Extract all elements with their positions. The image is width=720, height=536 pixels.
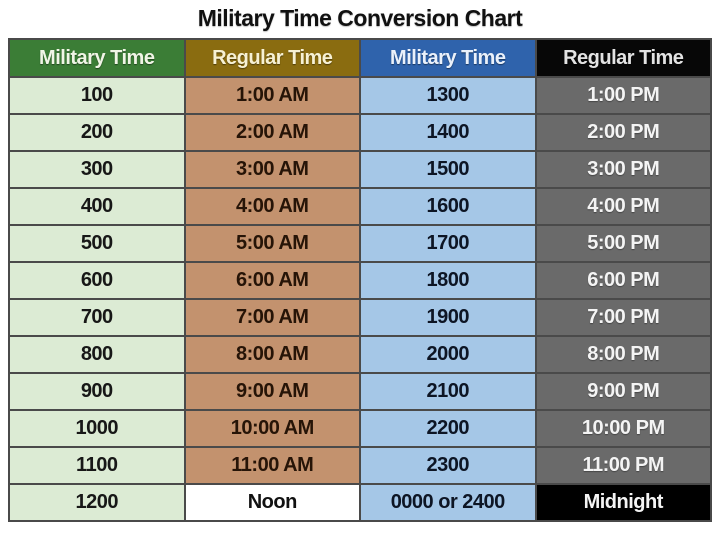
table-header: Military Time Regular Time Military Time… [8,38,712,78]
military-time-am-cell: 900 [8,372,186,411]
military-time-pm-cell: 0000 or 2400 [359,483,537,522]
regular-time-pm-cell: 9:00 PM [534,372,712,411]
table-row: 400 4:00 AM 1600 4:00 PM [8,187,712,226]
military-time-am-cell: 600 [8,261,186,300]
midnight-cell: Midnight [534,483,712,522]
header-military-time-pm: Military Time [359,38,537,78]
military-time-pm-cell: 2200 [359,409,537,448]
regular-time-am-cell: 9:00 AM [183,372,361,411]
regular-time-pm-cell: 7:00 PM [534,298,712,337]
military-time-pm-cell: 1500 [359,150,537,189]
military-time-am-cell: 1200 [8,483,186,522]
table-row: 1000 10:00 AM 2200 10:00 PM [8,409,712,448]
military-time-am-cell: 1100 [8,446,186,485]
regular-time-pm-cell: 2:00 PM [534,113,712,152]
regular-time-pm-cell: 10:00 PM [534,409,712,448]
regular-time-pm-cell: 6:00 PM [534,261,712,300]
regular-time-am-cell: 10:00 AM [183,409,361,448]
regular-time-am-cell: 7:00 AM [183,298,361,337]
table-row: 200 2:00 AM 1400 2:00 PM [8,113,712,152]
conversion-table: Military Time Regular Time Military Time… [8,38,712,522]
regular-time-am-cell: 4:00 AM [183,187,361,226]
military-time-pm-cell: 2300 [359,446,537,485]
military-time-am-cell: 700 [8,298,186,337]
table-row: 700 7:00 AM 1900 7:00 PM [8,298,712,337]
table-body: 100 1:00 AM 1300 1:00 PM 200 2:00 AM 140… [8,76,712,522]
regular-time-pm-cell: 3:00 PM [534,150,712,189]
table-row: 900 9:00 AM 2100 9:00 PM [8,372,712,411]
military-time-am-cell: 100 [8,76,186,115]
military-time-pm-cell: 1400 [359,113,537,152]
header-regular-time-am: Regular Time [183,38,361,78]
military-time-pm-cell: 2000 [359,335,537,374]
regular-time-am-cell: 11:00 AM [183,446,361,485]
table-row: 800 8:00 AM 2000 8:00 PM [8,335,712,374]
military-time-am-cell: 800 [8,335,186,374]
regular-time-am-cell: 2:00 AM [183,113,361,152]
regular-time-am-cell: 1:00 AM [183,76,361,115]
table-row: 100 1:00 AM 1300 1:00 PM [8,76,712,115]
regular-time-am-cell: 5:00 AM [183,224,361,263]
table-row: 300 3:00 AM 1500 3:00 PM [8,150,712,189]
regular-time-pm-cell: 5:00 PM [534,224,712,263]
military-time-am-cell: 500 [8,224,186,263]
table-row: 1100 11:00 AM 2300 11:00 PM [8,446,712,485]
military-time-pm-cell: 1600 [359,187,537,226]
military-time-pm-cell: 1800 [359,261,537,300]
regular-time-am-cell: 8:00 AM [183,335,361,374]
regular-time-pm-cell: 4:00 PM [534,187,712,226]
header-military-time-am: Military Time [8,38,186,78]
regular-time-am-cell: 6:00 AM [183,261,361,300]
military-time-pm-cell: 1900 [359,298,537,337]
table-row: 500 5:00 AM 1700 5:00 PM [8,224,712,263]
header-regular-time-pm: Regular Time [534,38,712,78]
table-row: 600 6:00 AM 1800 6:00 PM [8,261,712,300]
military-time-am-cell: 200 [8,113,186,152]
regular-time-pm-cell: 8:00 PM [534,335,712,374]
regular-time-pm-cell: 1:00 PM [534,76,712,115]
military-time-pm-cell: 2100 [359,372,537,411]
military-time-am-cell: 1000 [8,409,186,448]
noon-cell: Noon [183,483,361,522]
military-time-pm-cell: 1700 [359,224,537,263]
military-time-pm-cell: 1300 [359,76,537,115]
military-time-am-cell: 400 [8,187,186,226]
page-title: Military Time Conversion Chart [197,5,523,31]
table-row-special: 1200 Noon 0000 or 2400 Midnight [8,483,712,522]
regular-time-pm-cell: 11:00 PM [534,446,712,485]
military-time-am-cell: 300 [8,150,186,189]
regular-time-am-cell: 3:00 AM [183,150,361,189]
header-row: Military Time Regular Time Military Time… [8,38,712,78]
